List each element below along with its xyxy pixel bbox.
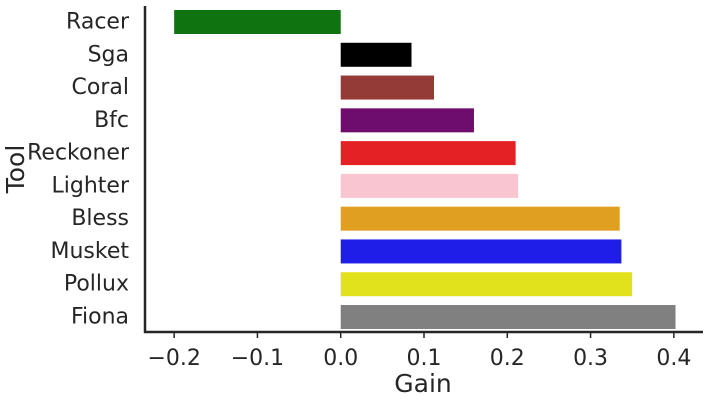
y-tick-label-sga: Sga <box>88 42 129 67</box>
y-tick-label-reckoner: Reckoner <box>27 141 130 166</box>
x-axis-label: Gain <box>394 369 451 398</box>
y-tick-label-musket: Musket <box>50 239 129 264</box>
bars-group <box>174 10 676 329</box>
y-tick-label-lighter: Lighter <box>52 173 130 198</box>
x-ticks: −0.2 −0.1 0.0 0.1 0.2 0.3 0.4 <box>147 332 691 371</box>
y-tick-label-bless: Bless <box>71 206 129 231</box>
x-tick-label: −0.1 <box>231 346 284 371</box>
y-tick-label-pollux: Pollux <box>64 272 129 297</box>
x-tick-label: 0.1 <box>407 346 442 371</box>
x-tick-label: 0.0 <box>323 346 358 371</box>
bar-musket <box>340 239 622 264</box>
x-tick-label: −0.2 <box>147 346 200 371</box>
y-tick-label-racer: Racer <box>66 10 130 35</box>
y-tick-label-bfc: Bfc <box>94 108 129 133</box>
bar-reckoner <box>340 141 516 166</box>
x-tick-label: 0.2 <box>490 346 525 371</box>
bar-sga <box>340 42 412 67</box>
bar-bless <box>340 206 620 231</box>
bar-pollux <box>340 272 633 297</box>
x-tick-label: 0.3 <box>573 346 608 371</box>
bar-coral <box>340 75 434 100</box>
bar-racer <box>174 10 341 34</box>
y-tick-labels: Racer Sga Coral Bfc Reckoner Lighter Bless Musk… <box>27 10 130 330</box>
y-axis-label: Tool <box>1 145 30 195</box>
x-tick-label: 0.4 <box>656 346 691 371</box>
y-tick-label-fiona: Fiona <box>71 305 129 330</box>
bar-lighter <box>340 173 519 198</box>
bar-fiona <box>340 305 676 329</box>
y-tick-label-coral: Coral <box>72 75 129 100</box>
bar-bfc <box>340 108 474 133</box>
